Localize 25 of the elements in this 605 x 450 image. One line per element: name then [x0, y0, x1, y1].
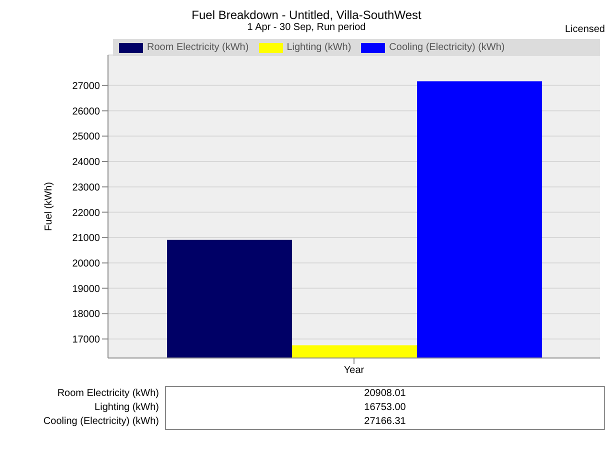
- y-tick-label: 23000: [72, 182, 100, 194]
- text: Lighting (kWh): [94, 402, 159, 413]
- y-tick-label: 19000: [72, 284, 100, 295]
- x-tick-label: Year: [344, 365, 365, 376]
- y-tick-label: 17000: [72, 334, 100, 346]
- y-tick-label: 20000: [72, 258, 100, 270]
- chart-subtitle: 1 Apr - 30 Sep, Run period: [247, 22, 366, 33]
- text: 20908.01: [166, 386, 604, 401]
- y-tick-label: 25000: [72, 132, 100, 143]
- y-tick-label: 26000: [72, 106, 100, 118]
- text: 27166.31: [166, 415, 604, 430]
- y-tick-label: 24000: [72, 157, 100, 168]
- text: Licensed: [564, 24, 605, 35]
- y-tick-label: 27000: [72, 80, 100, 92]
- text: Room Electricity (kWh): [57, 388, 159, 399]
- legend-label: Room Electricity (kWh): [146, 42, 249, 53]
- y-axis-title: Fuel (kWh): [44, 182, 55, 231]
- chart-title: Fuel Breakdown - Untitled, Villa-SouthWest: [190, 8, 422, 22]
- y-tick-label: 18000: [72, 309, 100, 320]
- text: Cooling (Electricity) (kWh): [43, 416, 159, 428]
- legend-label: Cooling (Electricity) (kWh): [388, 42, 505, 53]
- text: 16753.00: [166, 401, 604, 415]
- y-tick-label: 22000: [72, 208, 100, 219]
- legend-label: Lighting (kWh): [286, 42, 352, 53]
- y-tick-label: 21000: [72, 233, 100, 244]
